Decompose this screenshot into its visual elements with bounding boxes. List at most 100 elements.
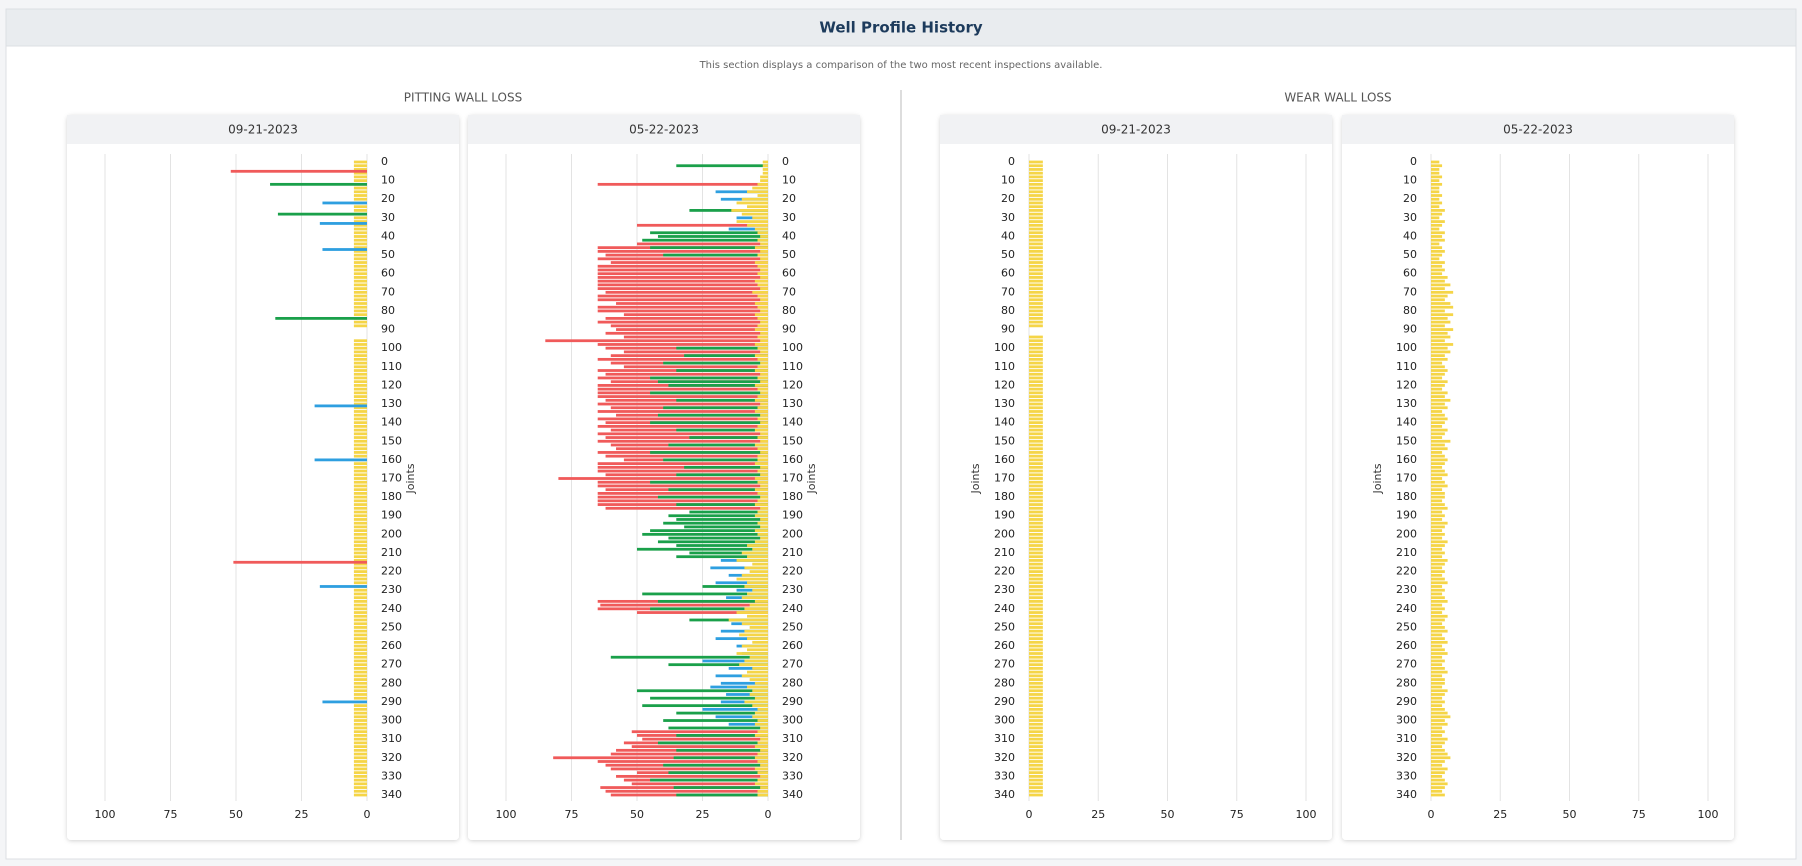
bar <box>353 774 367 778</box>
y-tick-label: 170 <box>381 472 402 485</box>
bar <box>353 343 367 346</box>
bar <box>1029 748 1043 752</box>
bar <box>353 503 367 506</box>
bar <box>754 302 768 305</box>
bar <box>1029 663 1043 667</box>
bar <box>754 410 768 413</box>
bar <box>760 525 768 529</box>
bar <box>754 343 768 346</box>
y-tick-label: 110 <box>381 360 402 373</box>
bar <box>1431 473 1448 477</box>
bar <box>760 179 768 183</box>
y-tick-label: 140 <box>994 416 1015 429</box>
x-tick-label: 50 <box>630 808 644 821</box>
bar <box>353 525 367 529</box>
bar <box>1029 365 1043 369</box>
bar <box>642 532 768 536</box>
bar <box>642 704 768 708</box>
bar <box>1431 547 1443 551</box>
bar <box>1029 346 1043 350</box>
bar <box>616 774 768 778</box>
bar <box>597 387 768 391</box>
x-tick-label: 100 <box>1698 808 1719 821</box>
bar <box>353 264 367 268</box>
bar <box>1431 536 1443 540</box>
y-tick-label: 310 <box>381 732 402 745</box>
y-tick-label: 170 <box>1396 472 1417 485</box>
bar <box>1029 369 1043 372</box>
bar <box>353 547 367 551</box>
bar <box>650 480 768 484</box>
bar <box>353 663 367 667</box>
bar <box>676 503 768 506</box>
bar <box>752 547 768 551</box>
bar <box>597 402 768 406</box>
bar <box>353 294 367 298</box>
bar <box>353 626 367 629</box>
bar <box>642 737 768 741</box>
bar <box>1029 711 1043 715</box>
bar <box>650 246 768 250</box>
bar <box>1029 257 1043 261</box>
y-tick-label: 70 <box>381 285 395 298</box>
y-tick-label: 180 <box>994 490 1015 503</box>
bar <box>757 357 768 361</box>
bar <box>353 480 367 484</box>
y-axis-label: Joints <box>805 463 818 494</box>
x-tick-label: 75 <box>1632 808 1646 821</box>
bar <box>760 506 768 510</box>
bar <box>760 257 768 261</box>
y-tick-label: 280 <box>994 676 1015 689</box>
bar <box>702 707 768 711</box>
bar <box>1431 346 1448 350</box>
y-tick-label: 60 <box>782 267 796 280</box>
y-tick-label: 240 <box>1396 602 1417 615</box>
bar <box>353 752 367 756</box>
bar <box>757 499 768 503</box>
bar <box>757 324 768 328</box>
bar <box>1029 451 1043 454</box>
bar <box>1431 168 1440 171</box>
bar <box>353 186 367 190</box>
bar <box>1029 581 1043 585</box>
y-tick-label: 80 <box>782 304 796 317</box>
bar <box>754 328 768 331</box>
bar <box>1431 331 1448 335</box>
bar <box>1029 774 1043 778</box>
bar <box>752 216 768 220</box>
bar <box>747 685 768 689</box>
bar <box>597 283 768 287</box>
y-tick-label: 340 <box>782 788 803 801</box>
bar <box>676 473 768 477</box>
bar <box>757 458 768 462</box>
bar <box>760 484 768 488</box>
bar <box>597 343 768 346</box>
bar <box>353 290 367 294</box>
bar <box>1029 707 1043 711</box>
bar <box>1431 264 1443 268</box>
bar <box>744 659 768 663</box>
bar <box>616 302 768 305</box>
bar <box>322 700 367 704</box>
bar <box>757 365 768 369</box>
bar <box>757 264 768 268</box>
bar <box>353 711 367 715</box>
y-tick-label: 210 <box>994 546 1015 559</box>
y-tick-label: 270 <box>381 658 402 671</box>
bar <box>676 544 768 547</box>
bar <box>1431 745 1443 748</box>
bar <box>1029 432 1043 436</box>
bar <box>757 182 768 186</box>
bar <box>752 588 768 592</box>
bar <box>642 592 768 596</box>
bar <box>353 387 367 391</box>
chart-card-header <box>468 115 860 144</box>
section-title: WEAR WALL LOSS <box>1284 91 1391 105</box>
y-tick-label: 140 <box>782 416 803 429</box>
bar <box>1431 477 1443 480</box>
bar <box>353 424 367 428</box>
bar <box>353 220 367 223</box>
y-tick-label: 90 <box>381 323 395 336</box>
bar <box>1029 209 1043 212</box>
bar <box>353 302 367 305</box>
